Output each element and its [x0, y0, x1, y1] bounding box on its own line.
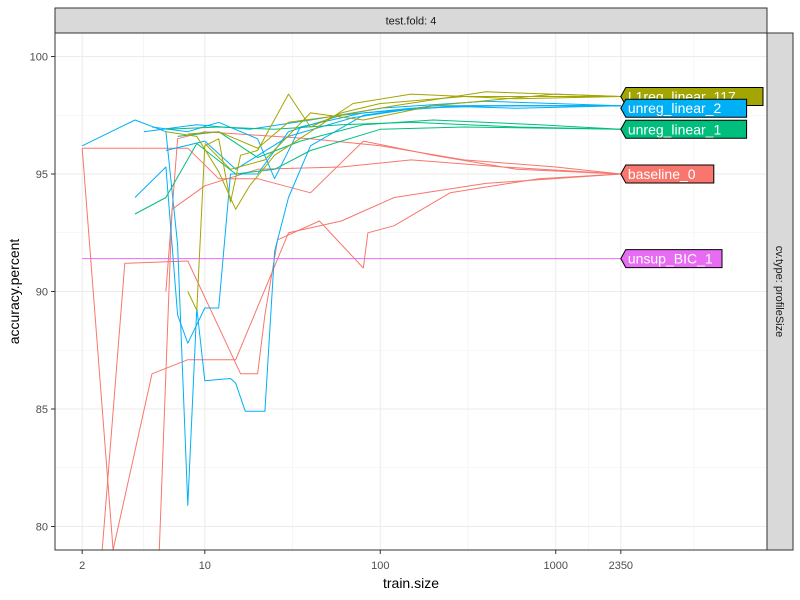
- right-strip-label: cv.type: profileSize: [773, 246, 785, 338]
- end-label-text: unsup_BIC_1: [628, 251, 713, 267]
- top-strip-label: test.fold: 4: [386, 16, 437, 28]
- series-line-unreg_linear_1: [134, 126, 621, 215]
- end-label-baseline_0: baseline_0: [620, 164, 715, 184]
- series-line-baseline_0: [82, 140, 621, 194]
- end-label-box: [620, 119, 748, 139]
- x-tick-label: 2350: [609, 560, 633, 572]
- y-tick-label: 80: [36, 522, 48, 534]
- series-line-unreg_linear_2: [134, 105, 621, 344]
- series-layer: [81, 91, 621, 550]
- right-strip-bg: [766, 32, 794, 551]
- series-line-L1reg_linear_117: [165, 93, 621, 210]
- x-tick-label: 10: [199, 560, 211, 572]
- end-label-text: baseline_0: [628, 166, 696, 182]
- series-line-unreg_linear_1: [165, 121, 621, 130]
- series-line-baseline_0: [101, 173, 621, 550]
- x-axis: 2 10 100 1000 2350: [79, 550, 633, 572]
- end-labels-layer: L1reg_linear_117unreg_linear_2unreg_line…: [620, 87, 764, 269]
- series-line-unreg_linear_2: [151, 105, 621, 180]
- end-label-text: unreg_linear_1: [628, 121, 722, 137]
- y-tick-label: 90: [36, 287, 48, 299]
- y-axis: 80 85 90 95 100: [30, 52, 55, 534]
- end-label-box: [620, 98, 748, 118]
- series-line-L1reg_linear_117: [187, 91, 621, 149]
- series-line-L1reg_linear_117: [187, 93, 621, 311]
- series-line-baseline_0: [165, 131, 621, 292]
- series-line-baseline_0: [81, 148, 621, 550]
- x-axis-title: train.size: [383, 575, 439, 591]
- x-tick-label: 2: [79, 560, 85, 572]
- end-label-unreg_linear_1: unreg_linear_1: [620, 119, 748, 139]
- top-strip-bg: [54, 7, 768, 34]
- series-line-L1reg_linear_117: [204, 93, 621, 170]
- y-axis-title: accuracy.percent: [6, 239, 22, 345]
- y-tick-label: 100: [30, 52, 48, 64]
- end-label-box: [620, 164, 715, 184]
- x-tick-label: 1000: [543, 560, 567, 572]
- series-line-unreg_linear_2: [81, 105, 621, 506]
- series-line-unreg_linear_1: [177, 119, 621, 158]
- x-tick-label: 100: [371, 560, 389, 572]
- y-tick-label: 95: [36, 169, 48, 181]
- end-label-box: [620, 249, 723, 269]
- end-label-unreg_linear_2: unreg_linear_2: [620, 98, 748, 118]
- y-tick-label: 85: [36, 404, 48, 416]
- end-label-text: unreg_linear_2: [628, 100, 722, 116]
- end-label-unsup_BIC_1: unsup_BIC_1: [620, 249, 723, 269]
- series-line-baseline_0: [158, 159, 621, 550]
